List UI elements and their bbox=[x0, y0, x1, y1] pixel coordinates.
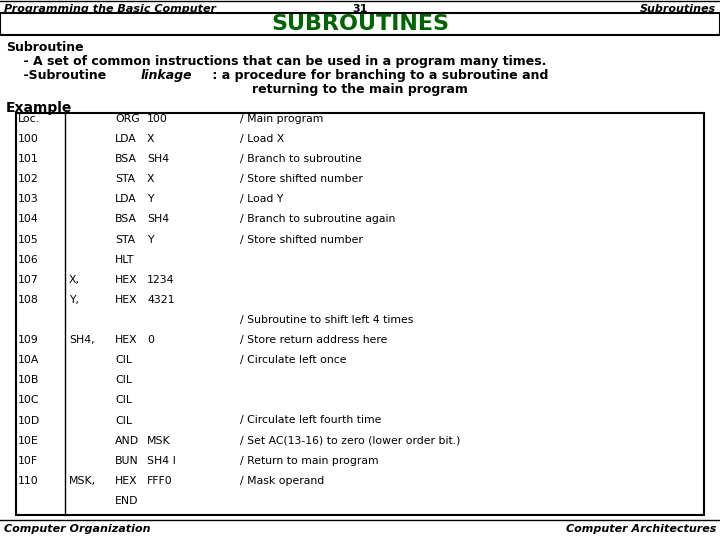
Text: / Load X: / Load X bbox=[240, 134, 284, 144]
FancyBboxPatch shape bbox=[0, 13, 720, 35]
Text: 108: 108 bbox=[18, 295, 39, 305]
Text: 100: 100 bbox=[147, 114, 168, 124]
Text: BSA: BSA bbox=[115, 154, 137, 164]
Text: / Load Y: / Load Y bbox=[240, 194, 284, 205]
Text: END: END bbox=[115, 496, 138, 506]
Text: returning to the main program: returning to the main program bbox=[252, 83, 468, 96]
Text: 100: 100 bbox=[18, 134, 39, 144]
Text: Subroutine: Subroutine bbox=[6, 41, 84, 54]
Text: CIL: CIL bbox=[115, 355, 132, 365]
Text: / Main program: / Main program bbox=[240, 114, 323, 124]
Text: 106: 106 bbox=[18, 255, 39, 265]
Text: / Branch to subroutine: / Branch to subroutine bbox=[240, 154, 361, 164]
Text: -Subroutine: -Subroutine bbox=[6, 69, 111, 82]
Text: 10E: 10E bbox=[18, 436, 39, 446]
Text: LDA: LDA bbox=[115, 194, 137, 205]
Text: / Store return address here: / Store return address here bbox=[240, 335, 387, 345]
Text: / Store shifted number: / Store shifted number bbox=[240, 234, 363, 245]
Text: / Circulate left once: / Circulate left once bbox=[240, 355, 346, 365]
Text: SUBROUTINES: SUBROUTINES bbox=[271, 14, 449, 34]
Text: 110: 110 bbox=[18, 476, 39, 486]
Text: 1234: 1234 bbox=[147, 275, 174, 285]
Text: SH4: SH4 bbox=[147, 214, 169, 225]
Text: Y: Y bbox=[147, 234, 153, 245]
Text: Example: Example bbox=[6, 101, 73, 115]
Text: SH4,: SH4, bbox=[69, 335, 94, 345]
Text: Computer Architectures: Computer Architectures bbox=[566, 524, 716, 534]
Text: 10C: 10C bbox=[18, 395, 40, 406]
Text: HEX: HEX bbox=[115, 476, 138, 486]
Text: Computer Organization: Computer Organization bbox=[4, 524, 150, 534]
Text: LDA: LDA bbox=[115, 134, 137, 144]
Text: CIL: CIL bbox=[115, 395, 132, 406]
Text: SH4 I: SH4 I bbox=[147, 456, 176, 465]
Text: X: X bbox=[147, 134, 155, 144]
Text: / Circulate left fourth time: / Circulate left fourth time bbox=[240, 415, 382, 426]
Text: / Subroutine to shift left 4 times: / Subroutine to shift left 4 times bbox=[240, 315, 413, 325]
Text: X: X bbox=[147, 174, 155, 184]
Text: Y: Y bbox=[147, 194, 153, 205]
Text: 107: 107 bbox=[18, 275, 39, 285]
Text: Programming the Basic Computer: Programming the Basic Computer bbox=[4, 4, 216, 14]
Text: Y,: Y, bbox=[69, 295, 79, 305]
Text: 10A: 10A bbox=[18, 355, 40, 365]
Text: / Return to main program: / Return to main program bbox=[240, 456, 379, 465]
Text: BUN: BUN bbox=[115, 456, 139, 465]
Text: CIL: CIL bbox=[115, 375, 132, 386]
Text: 4321: 4321 bbox=[147, 295, 174, 305]
Text: AND: AND bbox=[115, 436, 139, 446]
Text: CIL: CIL bbox=[115, 415, 132, 426]
Text: BSA: BSA bbox=[115, 214, 137, 225]
Text: : a procedure for branching to a subroutine and: : a procedure for branching to a subrout… bbox=[207, 69, 548, 82]
Text: / Branch to subroutine again: / Branch to subroutine again bbox=[240, 214, 395, 225]
Text: HEX: HEX bbox=[115, 335, 138, 345]
Text: MSK,: MSK, bbox=[69, 476, 96, 486]
Text: 10D: 10D bbox=[18, 415, 40, 426]
Text: HEX: HEX bbox=[115, 275, 138, 285]
Text: 10B: 10B bbox=[18, 375, 40, 386]
Text: ORG: ORG bbox=[115, 114, 140, 124]
Text: 105: 105 bbox=[18, 234, 39, 245]
Text: 102: 102 bbox=[18, 174, 39, 184]
Text: / Store shifted number: / Store shifted number bbox=[240, 174, 363, 184]
Text: Loc.: Loc. bbox=[18, 114, 40, 124]
Text: SH4: SH4 bbox=[147, 154, 169, 164]
Text: Subroutines: Subroutines bbox=[640, 4, 716, 14]
Text: / Mask operand: / Mask operand bbox=[240, 476, 324, 486]
Text: MSK: MSK bbox=[147, 436, 171, 446]
Text: 103: 103 bbox=[18, 194, 39, 205]
Text: / Set AC(13-16) to zero (lower order bit.): / Set AC(13-16) to zero (lower order bit… bbox=[240, 436, 460, 446]
Text: 0: 0 bbox=[147, 335, 154, 345]
Text: 31: 31 bbox=[352, 4, 368, 14]
Text: X,: X, bbox=[69, 275, 80, 285]
Text: HLT: HLT bbox=[115, 255, 135, 265]
FancyBboxPatch shape bbox=[16, 113, 704, 515]
Text: 104: 104 bbox=[18, 214, 39, 225]
Text: FFF0: FFF0 bbox=[147, 476, 173, 486]
Text: - A set of common instructions that can be used in a program many times.: - A set of common instructions that can … bbox=[6, 55, 546, 68]
Text: STA: STA bbox=[115, 174, 135, 184]
Text: 101: 101 bbox=[18, 154, 39, 164]
Text: 109: 109 bbox=[18, 335, 39, 345]
Text: STA: STA bbox=[115, 234, 135, 245]
Text: HEX: HEX bbox=[115, 295, 138, 305]
Text: linkage: linkage bbox=[141, 69, 193, 82]
Text: 10F: 10F bbox=[18, 456, 38, 465]
